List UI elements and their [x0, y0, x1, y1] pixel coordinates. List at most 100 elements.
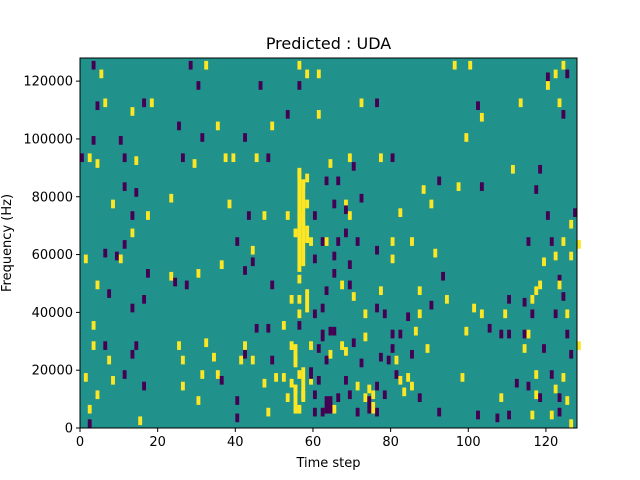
heatmap-cell [530, 410, 535, 420]
heatmap-cell [212, 352, 216, 362]
heatmap-cell [406, 373, 411, 382]
heatmap-cell [561, 60, 566, 70]
heatmap-cell [320, 303, 325, 313]
heatmap-cell [204, 60, 209, 70]
heatmap-cell [254, 153, 259, 163]
heatmap-cell [565, 329, 570, 339]
heatmap-cell [514, 378, 519, 388]
heatmap-cell [487, 323, 492, 333]
x-tick-label: 20 [149, 435, 166, 450]
heatmap-cell [363, 332, 368, 342]
heatmap-cell [565, 396, 570, 405]
heatmap-cell [390, 344, 395, 353]
heatmap-cell [270, 280, 275, 290]
heatmap-cell [130, 228, 135, 238]
heatmap-cell [375, 303, 379, 313]
heatmap-cell [363, 309, 368, 319]
heatmap-cell [553, 384, 558, 394]
heatmap-cell [382, 390, 387, 400]
heatmap-cell [479, 182, 484, 191]
heatmap-cell [479, 112, 484, 122]
heatmap-cell [347, 153, 352, 163]
heatmap-cell [332, 404, 337, 414]
heatmap-band [301, 367, 306, 402]
heatmap-cell [118, 254, 123, 264]
heatmap-cell [196, 269, 201, 278]
heatmap-cell [526, 237, 531, 246]
heatmap-cell [553, 251, 558, 261]
heatmap-cell [297, 404, 302, 414]
heatmap-cell [305, 69, 310, 79]
heatmap-cell [130, 303, 135, 313]
heatmap-cell [410, 381, 414, 391]
heatmap-cell [142, 381, 147, 391]
heatmap-cell [522, 297, 527, 307]
heatmap-cell [565, 69, 570, 79]
heatmap-cell [95, 390, 100, 400]
heatmap-cell [569, 419, 574, 428]
x-tick-label: 40 [227, 435, 244, 450]
heatmap-cell [557, 98, 562, 108]
heatmap-cell [542, 344, 546, 353]
heatmap-cell [328, 349, 333, 359]
heatmap-cell [80, 153, 84, 163]
heatmap-cell [173, 277, 178, 287]
heatmap-cell [293, 228, 298, 238]
heatmap-cell [433, 248, 438, 258]
heatmap-cell [332, 251, 337, 261]
heatmap-cell [437, 407, 442, 417]
heatmap-cell [134, 341, 139, 350]
heatmap-band [367, 396, 372, 414]
heatmap-cell [530, 295, 535, 304]
heatmap-cell [437, 176, 442, 186]
heatmap-cell [111, 375, 115, 385]
heatmap-cell [285, 211, 290, 220]
heatmap-cell [561, 237, 566, 246]
heatmap-cell [312, 211, 317, 220]
heatmap-cell [402, 387, 407, 397]
heatmap-cell [569, 251, 574, 261]
heatmap-cell [332, 326, 337, 336]
heatmap-cell [83, 254, 88, 264]
heatmap-cell [130, 349, 135, 359]
heatmap-cell [95, 280, 100, 290]
heatmap-cell [328, 396, 333, 405]
heatmap-cell [378, 286, 383, 296]
heatmap-cell [312, 254, 317, 264]
heatmap-cell [309, 375, 313, 385]
heatmap-cell [510, 164, 515, 174]
heatmap-cell [375, 245, 379, 255]
heatmap-cell [142, 295, 147, 304]
heatmap-cell [355, 407, 360, 417]
heatmap-cell [452, 60, 457, 70]
heatmap-cell [413, 326, 418, 336]
heatmap-cell [149, 98, 154, 108]
heatmap-cell [476, 410, 480, 420]
heatmap-band [371, 401, 376, 414]
y-tick-label: 120000 [23, 75, 73, 90]
heatmap-cell [281, 321, 286, 330]
heatmap-cell [243, 349, 247, 359]
heatmap-cell [441, 271, 445, 281]
heatmap-cell [468, 60, 473, 70]
heatmap-cell [417, 393, 422, 402]
heatmap-cell [250, 245, 255, 255]
x-tick-label: 0 [76, 435, 84, 450]
heatmap-cell [332, 269, 337, 278]
heatmap-cell [569, 349, 574, 359]
heatmap-cell [561, 110, 566, 119]
heatmap-cell [219, 260, 224, 270]
heatmap-cell [297, 274, 302, 284]
heatmap-cell [503, 309, 508, 319]
heatmap-cell [499, 329, 504, 339]
heatmap-cell [289, 295, 294, 304]
heatmap-cells [80, 60, 581, 428]
heatmap-cell [262, 211, 267, 220]
heatmap-cell [324, 355, 329, 365]
heatmap-cell [184, 280, 189, 290]
heatmap-cell [297, 309, 302, 319]
heatmap-cell [542, 257, 546, 267]
heatmap-cell [534, 390, 539, 400]
heatmap-cell [530, 309, 535, 319]
heatmap-cell [410, 237, 414, 246]
